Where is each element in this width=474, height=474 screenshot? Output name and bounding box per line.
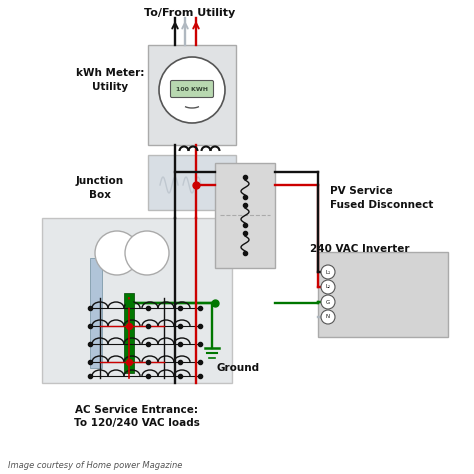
Text: PV Service
Fused Disconnect: PV Service Fused Disconnect [330, 186, 433, 210]
Text: Ground: Ground [217, 363, 260, 373]
Text: kWh Meter:
Utility: kWh Meter: Utility [76, 68, 144, 92]
Text: L₂: L₂ [326, 284, 330, 290]
Circle shape [321, 265, 335, 279]
Circle shape [321, 295, 335, 309]
Text: 100 KWH: 100 KWH [176, 86, 208, 91]
Circle shape [321, 280, 335, 294]
FancyBboxPatch shape [171, 81, 213, 98]
Circle shape [95, 231, 139, 275]
Bar [215, 163, 275, 268]
Circle shape [125, 231, 169, 275]
Text: G: G [326, 300, 330, 304]
Bar [318, 252, 448, 337]
Bar [148, 155, 236, 210]
Text: 240 VAC Inverter: 240 VAC Inverter [310, 244, 410, 254]
Text: N: N [326, 315, 330, 319]
Text: Junction
Box: Junction Box [76, 176, 124, 200]
Bar [42, 218, 232, 383]
Text: L₁: L₁ [326, 270, 330, 274]
Text: AC Service Entrance:
To 120/240 VAC loads: AC Service Entrance: To 120/240 VAC load… [74, 405, 200, 428]
Text: Image courtesy of Home power Magazine: Image courtesy of Home power Magazine [8, 462, 182, 471]
Circle shape [159, 57, 225, 123]
Circle shape [321, 310, 335, 324]
Bar [90, 258, 102, 368]
Text: To/From Utility: To/From Utility [145, 8, 236, 18]
Bar [124, 293, 134, 373]
Bar [148, 45, 236, 145]
